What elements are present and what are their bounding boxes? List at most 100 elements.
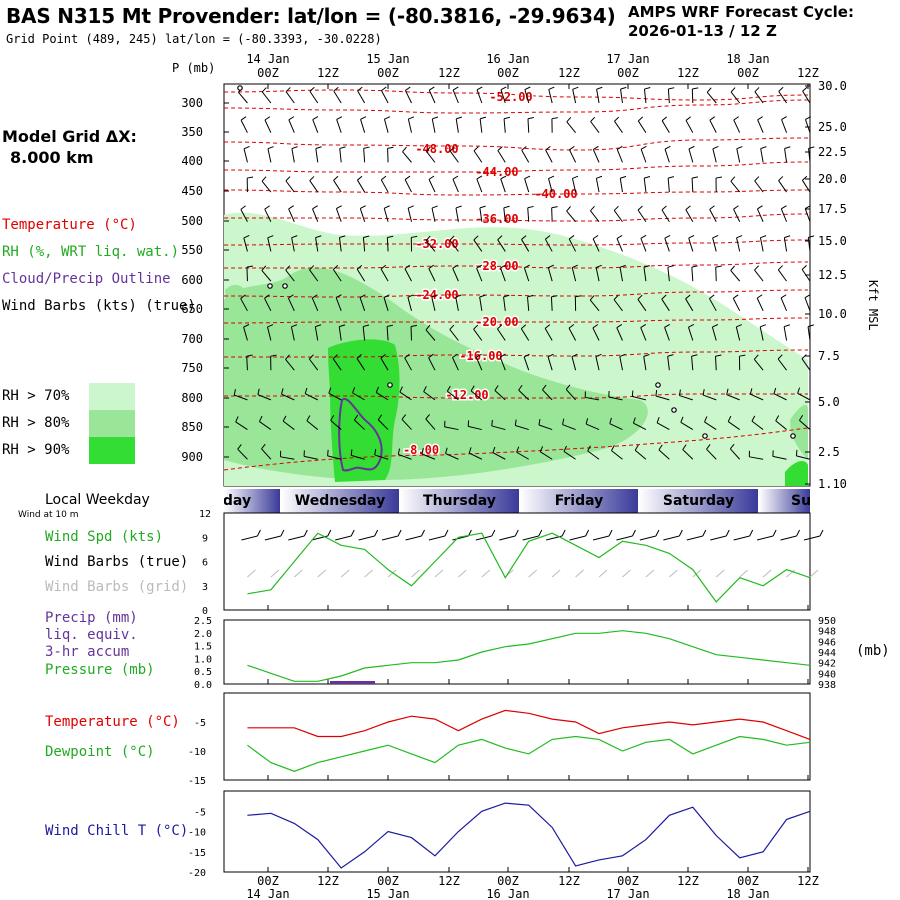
wind-barb-flag [363, 324, 370, 328]
wind-barb-shaft [281, 393, 295, 401]
wind-barb-flag [309, 86, 315, 92]
wind-barb-shaft [661, 298, 670, 312]
wind-barb-flag [643, 354, 650, 357]
wind-barb-shaft [267, 326, 272, 341]
wind-barb-shaft [778, 180, 787, 193]
wind-barb-shaft [547, 356, 553, 371]
wind-barb-shaft [797, 392, 811, 401]
wind-barb-flag [709, 205, 715, 210]
wind-barb-shaft [661, 209, 670, 223]
temp-contour-12 [223, 393, 808, 399]
wind-barb-flag [730, 87, 736, 93]
wind-barb-shaft [754, 269, 764, 282]
wind-barb-flag [449, 324, 455, 330]
wind-barb-flag [264, 205, 270, 210]
wind-barb-flag [644, 176, 651, 179]
wind-barb-flag [640, 234, 647, 239]
pressure-tick-label: 300 [181, 96, 203, 110]
bottom-time-tick-label: 12Z [677, 874, 699, 888]
wind-barb-flag [352, 387, 356, 394]
wind-speed-line [247, 532, 811, 603]
wind-barb-shaft [566, 210, 576, 223]
wind-barb-shaft [407, 297, 413, 311]
pressure-tick-label: 500 [181, 214, 203, 228]
wind-barb-flag [691, 176, 699, 179]
wind-barb-shaft [544, 238, 553, 252]
wind-barb-shaft [571, 178, 577, 193]
wind-barb-shaft [356, 358, 366, 371]
wind-barb-shaft [590, 210, 600, 223]
wind-barb-grid [762, 569, 772, 578]
wind-barb-flag [565, 384, 571, 390]
wind-barb-shaft [595, 356, 600, 371]
wind-barb-shaft [399, 391, 412, 401]
wind-barb-flag [727, 415, 732, 422]
wind-barb-true [639, 535, 657, 541]
wind-barb-shaft [452, 89, 459, 104]
wind-barb-shaft [449, 239, 459, 252]
wind-barb-shaft [497, 239, 506, 252]
weekday-band-4: Saturday [639, 489, 758, 513]
pressure-tick-label: 350 [181, 125, 203, 139]
wind-barb-shaft [479, 207, 483, 222]
legend-wind-barbs-true: Wind Barbs (true) [45, 554, 189, 570]
wind-barb-shaft [362, 237, 366, 252]
wind-barb-flag [757, 205, 763, 210]
wind-barb-shaft [332, 269, 342, 282]
wind-barb-shaft [547, 267, 553, 282]
wind-barb-shaft [715, 356, 717, 371]
wind-barb-flag [668, 176, 675, 179]
wind-barb-flag [664, 145, 671, 150]
wind-barb-flag [733, 116, 740, 121]
wind-barb-flag [568, 235, 575, 240]
bottom-time-tick-label: 12Z [317, 874, 339, 888]
wind-barb-shaft [291, 148, 295, 163]
wind-barb-shaft [804, 119, 811, 133]
wind-barb-shaft [455, 296, 459, 311]
wind-barb-shaft [428, 268, 436, 282]
wind-barb-flag [335, 294, 342, 299]
wind-barb-flag [500, 86, 507, 91]
wind-barb-shaft [257, 394, 272, 401]
wind-barb-shaft [687, 327, 694, 341]
wind-barb-flag [479, 116, 487, 120]
pressure-tick-label: 948 [818, 627, 836, 638]
wind-barb-shaft [682, 449, 694, 460]
wind-barb-flag [494, 385, 499, 391]
wind-barb-shaft [339, 148, 342, 163]
wind-barb-shaft [595, 267, 600, 282]
wind-barb-flag [548, 175, 555, 179]
wind-barb-flag [356, 264, 363, 270]
kft-tick-label: 15.0 [818, 234, 847, 248]
wind-barb-flag [542, 384, 547, 391]
wind-barb-grid [809, 569, 819, 578]
wind-barb-true [522, 535, 539, 541]
wind-barb-flag [595, 353, 602, 358]
wind-barb-shaft [291, 237, 295, 252]
calm-wind-circle [655, 382, 661, 388]
wind-barb-flag [643, 265, 650, 268]
wind-barb-shaft [680, 421, 694, 430]
wind-barb-shaft [540, 451, 553, 460]
wind-barb-flag [315, 146, 322, 149]
wind-barb-flag [330, 415, 335, 421]
wind-barb-shaft [667, 356, 670, 371]
wind-barb-flag [243, 235, 250, 239]
wind-barb-shaft [357, 179, 366, 193]
wind-barb-flag [291, 324, 298, 328]
wind-barb-flag [685, 205, 691, 211]
wind-barb-flag [497, 146, 503, 151]
legend-wind-spd: Wind Spd (kts) [45, 529, 164, 545]
wind-barb-shaft [640, 327, 647, 341]
temp-contour-11 [224, 349, 809, 358]
wind-barb-flag [339, 146, 346, 149]
wind-barb-flag [333, 265, 339, 270]
wind-barb-flag [425, 146, 431, 152]
wind-barb-flag [775, 415, 780, 422]
top-date-label: 18 Jan [726, 52, 769, 66]
wind-barb-flag [452, 175, 459, 180]
wind-barb-shaft [568, 238, 577, 252]
wind-barb-flag [281, 388, 284, 395]
wind-barb-shaft [521, 150, 530, 163]
